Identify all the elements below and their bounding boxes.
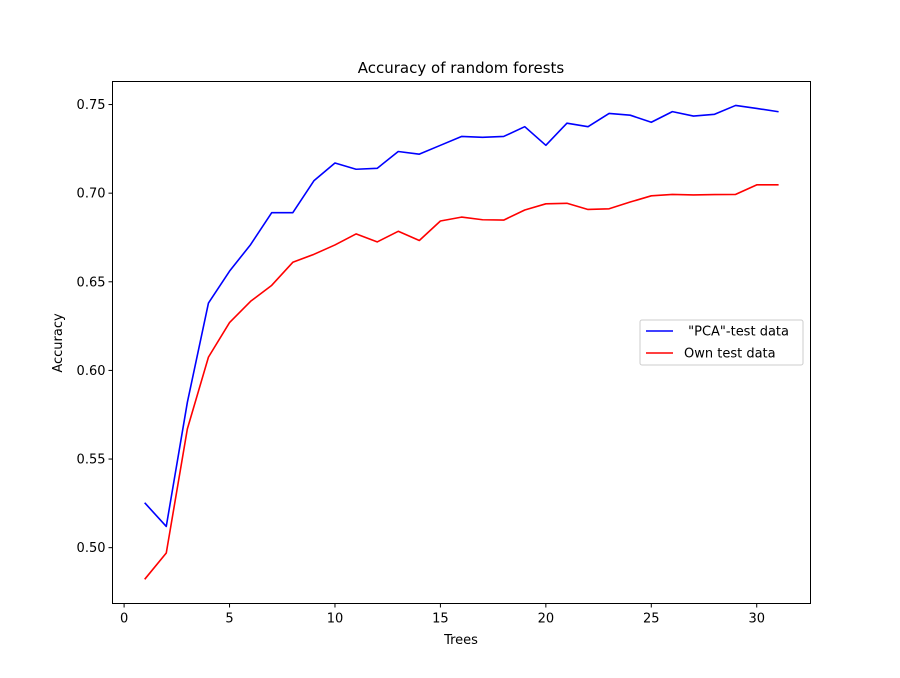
y-tick-label: 0.65 [77, 275, 106, 290]
x-tick-label: 5 [225, 612, 233, 627]
y-tick-label: 0.50 [77, 541, 106, 556]
y-tick-label: 0.55 [77, 453, 106, 468]
y-axis-label: Accuracy [51, 313, 66, 373]
x-tick-label: 0 [120, 612, 128, 627]
y-tick-label: 0.70 [77, 187, 106, 202]
axes-frame [112, 81, 811, 604]
y-tick-label: 0.75 [77, 98, 106, 113]
series-line-1 [144, 184, 779, 580]
legend-label-1: Own test data [684, 347, 776, 362]
plot-area: 0 5 10 15 20 25 30 0.50 0.55 0.60 0.65 0.70 0.75 "PC… [77, 81, 811, 627]
legend-box [639, 319, 804, 366]
x-tick-label: 20 [538, 612, 555, 627]
series-line-0 [144, 104, 779, 528]
x-axis-label: Trees [443, 633, 478, 648]
legend-label-0: "PCA"-test data [684, 325, 789, 340]
legend: "PCA"-test data Own test data [639, 319, 804, 366]
x-tick-label: 30 [748, 612, 765, 627]
y-tick-label: 0.60 [77, 364, 106, 379]
x-tick-label: 10 [327, 612, 344, 627]
x-tick-label: 15 [432, 612, 449, 627]
chart-title: Accuracy of random forests [358, 59, 565, 77]
x-tick-label: 25 [643, 612, 660, 627]
